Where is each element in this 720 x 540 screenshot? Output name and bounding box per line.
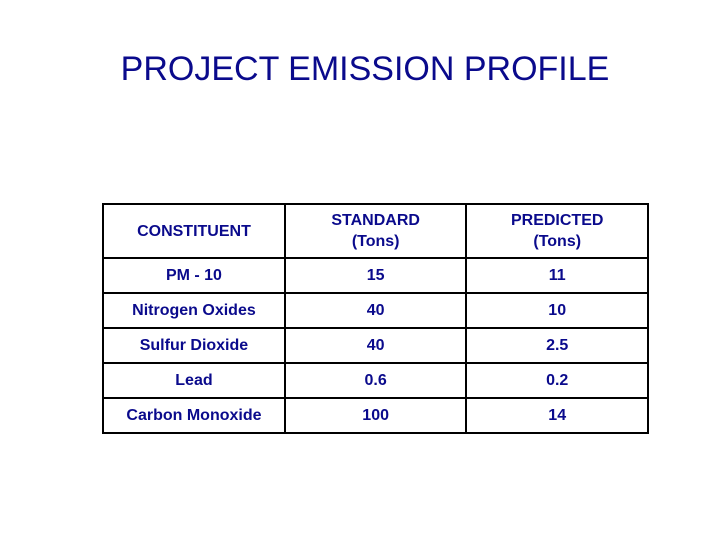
table-row: Nitrogen Oxides 40 10: [102, 292, 649, 329]
cell-standard: 0.6: [283, 362, 468, 399]
cell-standard: 40: [283, 327, 468, 364]
header-constituent-label: CONSTITUENT: [137, 222, 251, 240]
table-row: Sulfur Dioxide 40 2.5: [102, 327, 649, 364]
cell-constituent: Sulfur Dioxide: [102, 327, 286, 364]
header-row: CONSTITUENT STANDARD (Tons) PREDICTED (T…: [102, 203, 649, 259]
header-standard-unit: (Tons): [351, 233, 400, 250]
cell-predicted: 0.2: [465, 362, 649, 399]
emission-table: CONSTITUENT STANDARD (Tons) PREDICTED (T…: [102, 203, 649, 434]
cell-constituent: Lead: [102, 362, 286, 399]
cell-predicted: 10: [465, 292, 649, 329]
table-row: PM - 10 15 11: [102, 257, 649, 294]
cell-standard: 100: [283, 397, 468, 434]
table-header: CONSTITUENT STANDARD (Tons) PREDICTED (T…: [102, 203, 649, 259]
table-body: PM - 10 15 11 Nitrogen Oxides 40 10 Sulf…: [102, 257, 649, 434]
cell-constituent: Carbon Monoxide: [102, 397, 286, 434]
cell-predicted: 14: [465, 397, 649, 434]
cell-standard: 40: [283, 292, 468, 329]
table-row: Lead 0.6 0.2: [102, 362, 649, 399]
header-predicted-label: PREDICTED: [510, 212, 604, 229]
header-predicted-unit: (Tons): [533, 233, 582, 250]
cell-predicted: 11: [465, 257, 649, 294]
header-standard-label: STANDARD: [331, 212, 420, 229]
slide-title: PROJECT EMISSION PROFILE: [120, 50, 610, 88]
header-standard: STANDARD (Tons): [283, 203, 468, 259]
cell-constituent: PM - 10: [102, 257, 286, 294]
cell-constituent: Nitrogen Oxides: [102, 292, 286, 329]
cell-standard: 15: [283, 257, 468, 294]
cell-predicted: 2.5: [465, 327, 649, 364]
header-constituent: CONSTITUENT: [102, 203, 286, 259]
header-predicted: PREDICTED (Tons): [465, 203, 649, 259]
table-row: Carbon Monoxide 100 14: [102, 397, 649, 434]
